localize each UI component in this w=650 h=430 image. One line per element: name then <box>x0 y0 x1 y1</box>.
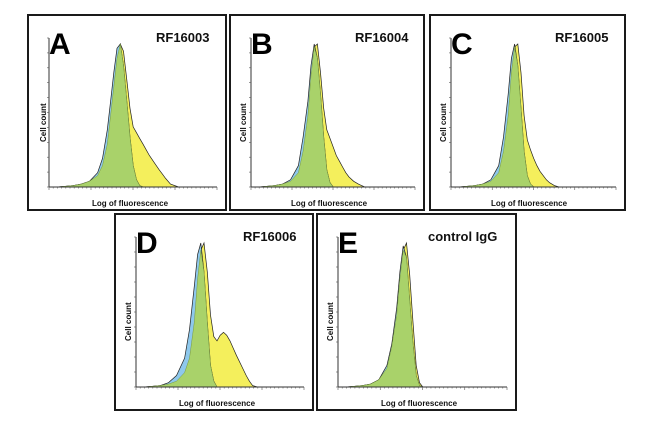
series-antibody-area <box>451 43 610 188</box>
histogram-b <box>249 37 416 190</box>
panel-c: C RF16005 Cell count Log of fluorescence <box>429 14 626 211</box>
series-antibody-area <box>251 43 409 188</box>
series-antibody-area <box>338 241 501 388</box>
histogram-e <box>336 236 508 390</box>
panel-title: control IgG <box>428 229 498 244</box>
panel-title: RF16005 <box>555 30 609 45</box>
panel-a: A RF16003 Cell count Log of fluorescence <box>27 14 227 211</box>
y-axis-label: Cell count <box>124 302 133 341</box>
panel-letter: C <box>451 28 473 61</box>
panel-title: RF16004 <box>355 30 409 45</box>
y-axis-label: Cell count <box>39 103 48 142</box>
panel-letter: E <box>338 227 359 260</box>
series-control-area <box>338 245 501 388</box>
panel-title: RF16003 <box>156 30 210 45</box>
y-axis-label: Cell count <box>439 103 448 142</box>
panel-b: B RF16004 Cell count Log of fluorescence <box>229 14 425 211</box>
panel-letter: D <box>136 227 158 260</box>
panel-letter: B <box>251 28 273 61</box>
series-antibody-area <box>136 241 298 388</box>
panel-title: RF16006 <box>243 229 297 244</box>
histogram-d <box>134 236 305 390</box>
y-axis-label: Cell count <box>326 302 335 341</box>
histogram-a <box>47 37 218 190</box>
panel-d: D RF16006 Cell count Log of fluorescence <box>114 213 314 411</box>
x-axis-label: Log of fluorescence <box>491 199 568 208</box>
x-axis-label: Log of fluorescence <box>291 199 368 208</box>
x-axis-label: Log of fluorescence <box>179 399 256 408</box>
series-overlap-area <box>338 249 501 388</box>
y-axis-label: Cell count <box>239 103 248 142</box>
histogram-c <box>449 37 617 190</box>
panel-letter: A <box>49 28 71 61</box>
x-axis-label: Log of fluorescence <box>92 199 169 208</box>
x-axis-label: Log of fluorescence <box>381 399 458 408</box>
panel-e: E control IgG Cell count Log of fluoresc… <box>316 213 517 411</box>
